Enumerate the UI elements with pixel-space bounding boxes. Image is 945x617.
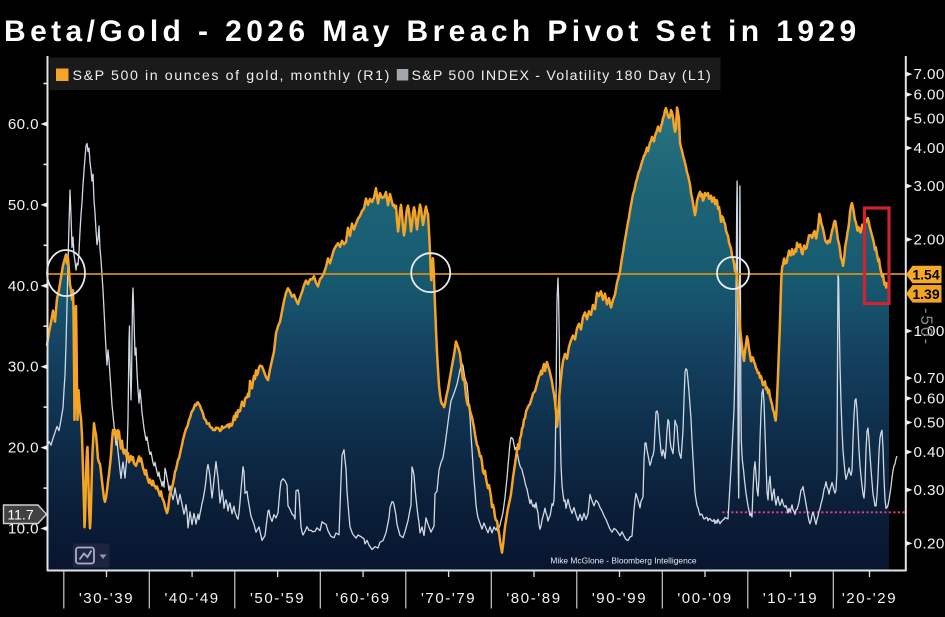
svg-text:'50-'59: '50-'59 — [250, 590, 305, 607]
svg-text:0.30: 0.30 — [914, 482, 945, 499]
svg-text:'00-'09: '00-'09 — [677, 590, 732, 607]
svg-text:Mike McGlone - Bloomberg Intel: Mike McGlone - Bloomberg Intelligence — [550, 556, 697, 566]
svg-text:'60-'69: '60-'69 — [335, 590, 390, 607]
svg-text:1.00: 1.00 — [914, 323, 945, 340]
svg-text:0.40: 0.40 — [914, 444, 945, 461]
svg-text:1.54: 1.54 — [912, 267, 939, 283]
svg-text:'10-'19: '10-'19 — [763, 590, 818, 607]
svg-text:20.0: 20.0 — [8, 440, 39, 457]
svg-text:4.00: 4.00 — [914, 140, 945, 157]
svg-text:'40-'49: '40-'49 — [164, 590, 219, 607]
svg-text:60.0: 60.0 — [8, 116, 39, 133]
svg-text:0.60: 0.60 — [914, 390, 945, 407]
svg-text:0.70: 0.70 — [914, 370, 945, 387]
svg-text:'90-'99: '90-'99 — [592, 590, 647, 607]
svg-text:S&P 500 INDEX - Volatility 180: S&P 500 INDEX - Volatility 180 Day (L1) — [412, 68, 712, 84]
svg-text:7.00: 7.00 — [914, 66, 945, 83]
svg-text:Beta/Gold - 2026 May Breach Pi: Beta/Gold - 2026 May Breach Pivot Set in… — [4, 15, 861, 48]
svg-text:'80-'89: '80-'89 — [506, 590, 561, 607]
svg-text:-50-: -50- — [917, 308, 936, 346]
svg-text:5.00: 5.00 — [914, 111, 945, 128]
svg-text:30.0: 30.0 — [8, 359, 39, 376]
svg-text:50.0: 50.0 — [8, 197, 39, 214]
svg-text:'30-'39: '30-'39 — [79, 590, 134, 607]
svg-text:0.50: 0.50 — [914, 415, 945, 432]
svg-text:0.20: 0.20 — [914, 535, 945, 552]
svg-text:40.0: 40.0 — [8, 278, 39, 295]
svg-text:S&P 500 in ounces of gold, mon: S&P 500 in ounces of gold, monthly (R1) — [73, 68, 391, 84]
svg-text:3.00: 3.00 — [914, 178, 945, 195]
svg-text:6.00: 6.00 — [914, 87, 945, 104]
svg-text:2.00: 2.00 — [914, 232, 945, 249]
svg-text:11.7: 11.7 — [7, 506, 33, 522]
svg-text:1.39: 1.39 — [912, 286, 939, 302]
svg-text:'20-'29: '20-'29 — [842, 590, 897, 607]
svg-text:'70-'79: '70-'79 — [421, 590, 476, 607]
svg-text:10.0: 10.0 — [8, 521, 39, 538]
